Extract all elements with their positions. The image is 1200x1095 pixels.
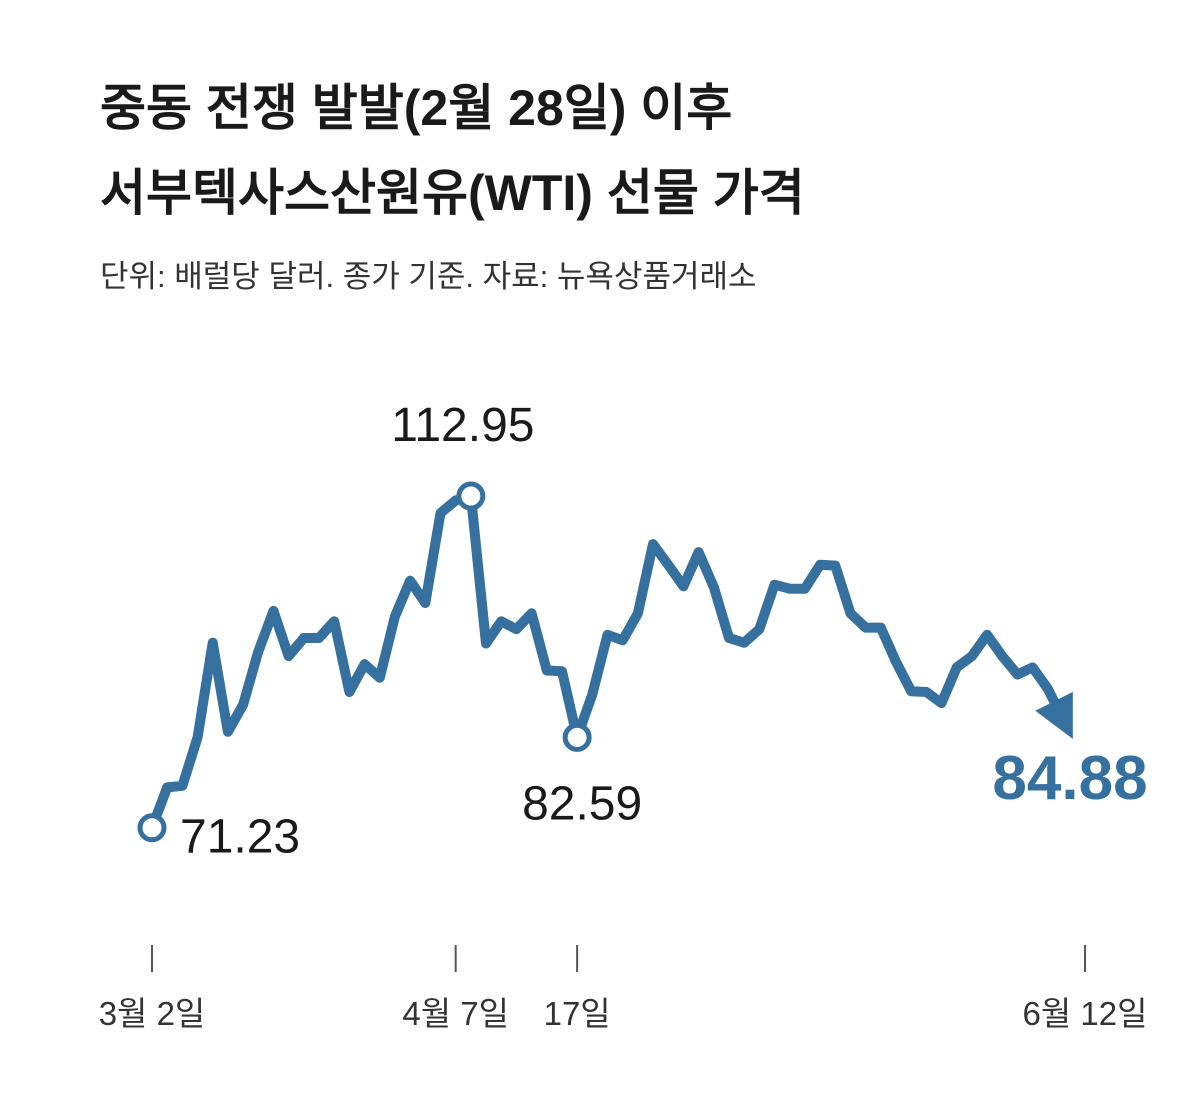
chart-title: 서부텍사스산원유(WTI) 선물 가격 (100, 165, 805, 221)
point-marker (137, 813, 167, 843)
x-tick-label: 17일 (544, 995, 611, 1032)
point-marker (562, 722, 592, 752)
point-marker (456, 481, 486, 511)
line-series (147, 491, 1068, 833)
chart-subtitle: 단위: 배럴당 달러. 종가 기준. 자료: 뉴욕상품거래소 (100, 259, 757, 294)
value-label: 112.95 (391, 399, 534, 452)
chart-title: 중동 전쟁 발발(2월 28일) 이후 (100, 80, 732, 136)
value-label: 71.23 (180, 811, 300, 864)
arrow-head (1035, 691, 1073, 739)
x-tick-label: 4월 7일 (402, 995, 509, 1032)
x-tick-label: 6월 12일 (1023, 995, 1148, 1032)
value-label: 82.59 (522, 777, 642, 830)
x-tick-label: 3월 2일 (99, 995, 206, 1032)
value-label: 84.88 (992, 744, 1147, 813)
